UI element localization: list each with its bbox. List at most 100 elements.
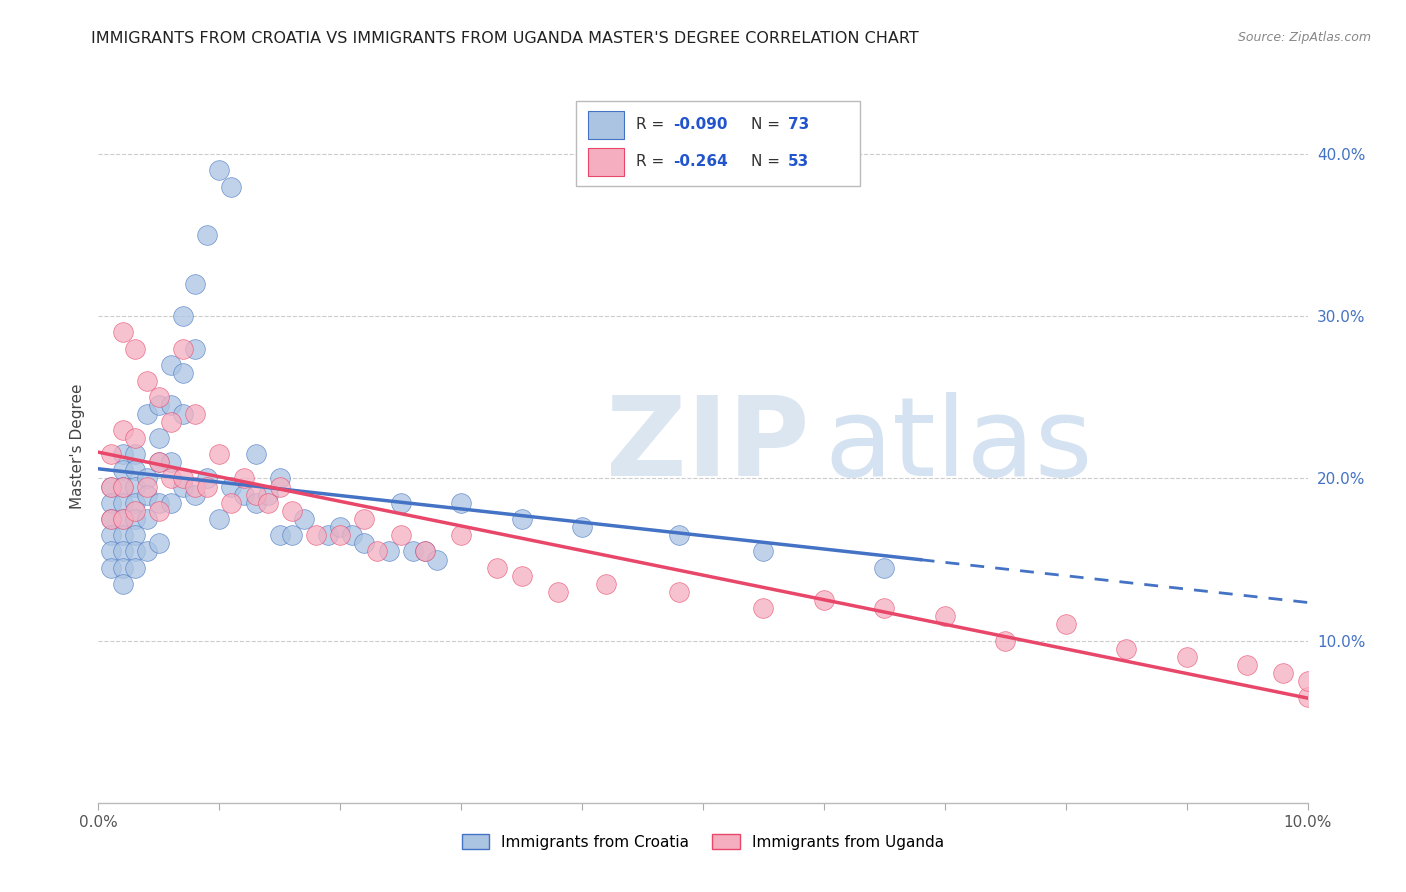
Point (172, 342, 194, 356)
Point (269, 471, 291, 485)
Point (124, 342, 146, 356)
Point (221, 479, 243, 493)
Point (135, 512, 157, 526)
Point (160, 496, 183, 510)
Point (124, 544, 146, 558)
Point (172, 471, 194, 485)
Point (135, 479, 157, 493)
Point (148, 536, 170, 550)
Point (100, 496, 122, 510)
Point (292, 512, 315, 526)
Point (160, 358, 183, 372)
Point (1175, 649, 1198, 664)
Point (1296, 690, 1319, 705)
Point (595, 577, 617, 591)
Point (111, 560, 134, 574)
Point (172, 310, 194, 324)
Bar (588, 148, 624, 177)
Point (305, 528, 328, 542)
Point (1296, 674, 1319, 689)
Point (389, 496, 412, 510)
Point (994, 633, 1017, 648)
Point (135, 407, 157, 421)
Point (1054, 617, 1077, 632)
Point (100, 512, 122, 526)
Point (111, 577, 134, 591)
Point (100, 512, 122, 526)
Point (353, 512, 375, 526)
Point (111, 512, 134, 526)
Point (232, 471, 254, 485)
Point (184, 407, 207, 421)
Text: Source: ZipAtlas.com: Source: ZipAtlas.com (1237, 31, 1371, 45)
Point (124, 504, 146, 518)
Point (100, 560, 122, 574)
Point (111, 544, 134, 558)
Point (510, 568, 533, 582)
Point (389, 528, 412, 542)
Point (342, 528, 364, 542)
Point (195, 471, 218, 485)
Text: N =: N = (751, 118, 785, 132)
Point (148, 496, 170, 510)
Point (124, 431, 146, 445)
Point (245, 447, 267, 461)
Point (111, 479, 134, 493)
Point (100, 479, 122, 493)
Text: R =: R = (637, 154, 669, 169)
Point (1272, 666, 1295, 681)
Point (135, 544, 157, 558)
Point (413, 544, 436, 558)
Point (450, 496, 472, 510)
Text: 73: 73 (787, 118, 808, 132)
Point (547, 585, 569, 599)
Text: IMMIGRANTS FROM CROATIA VS IMMIGRANTS FROM UGANDA MASTER'S DEGREE CORRELATION CH: IMMIGRANTS FROM CROATIA VS IMMIGRANTS FR… (91, 31, 920, 46)
Point (426, 552, 449, 566)
Point (148, 504, 170, 518)
Point (1115, 641, 1137, 656)
Point (873, 560, 896, 574)
Point (148, 431, 170, 445)
Bar (588, 111, 624, 139)
Point (124, 528, 146, 542)
Point (124, 496, 146, 510)
Point (232, 488, 254, 502)
Y-axis label: Master's Degree: Master's Degree (69, 384, 84, 508)
Point (329, 520, 352, 534)
Point (124, 560, 146, 574)
Point (281, 504, 304, 518)
Point (184, 277, 207, 291)
Point (111, 423, 134, 437)
Point (135, 471, 157, 485)
Point (329, 528, 352, 542)
Point (124, 479, 146, 493)
Point (184, 479, 207, 493)
Point (160, 415, 183, 429)
Point (160, 399, 183, 413)
Point (195, 479, 218, 493)
Point (813, 593, 835, 607)
Point (160, 455, 183, 469)
Point (124, 463, 146, 477)
Text: ZIP: ZIP (606, 392, 810, 500)
Text: R =: R = (637, 118, 669, 132)
Point (111, 479, 134, 493)
Point (111, 447, 134, 461)
Point (873, 601, 896, 615)
Point (934, 609, 956, 624)
Text: atlas: atlas (824, 392, 1092, 500)
Point (111, 463, 134, 477)
Point (124, 447, 146, 461)
Point (510, 512, 533, 526)
Point (752, 544, 775, 558)
Point (221, 179, 243, 194)
Point (450, 528, 472, 542)
Point (208, 447, 231, 461)
Point (124, 512, 146, 526)
Point (269, 528, 291, 542)
Text: -0.090: -0.090 (673, 118, 727, 132)
Point (208, 512, 231, 526)
Point (377, 544, 399, 558)
Point (281, 528, 304, 542)
Point (353, 536, 375, 550)
